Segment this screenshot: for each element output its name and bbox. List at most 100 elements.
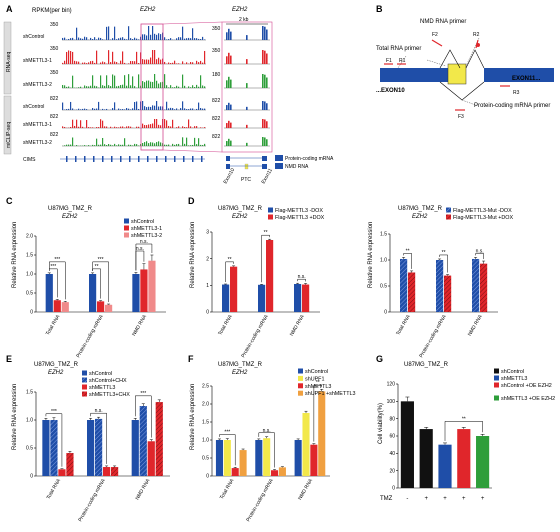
coverage-bar [84,36,86,40]
coverage-bar [170,85,172,88]
coverage-bar [124,109,126,110]
coverage-bar [192,28,194,40]
bar [61,302,69,312]
zoom-track-max: 822 [212,116,221,122]
coverage-bar [98,127,100,128]
bar [97,301,105,312]
zoom-coverage-bar [264,119,266,128]
coverage-bar [130,61,132,64]
coverage-bar [138,63,140,64]
x-tick-label: Protein-coding mRNA [77,477,107,522]
sig-bracket [45,413,63,467]
coverage-bar [170,38,172,40]
coverage-bar [188,109,190,110]
sig-bracket [90,412,107,464]
panel-d1-cell: U87MG_TMZ_R [218,206,263,212]
y-tick-label: 3 [206,230,209,236]
coverage-bar [112,51,114,64]
coverage-bar [116,86,118,88]
coverage-bar [148,80,150,88]
exon-tick [183,156,185,162]
coverage-bar [62,37,64,40]
coverage-bar [104,109,106,110]
coverage-bar [114,61,116,64]
track-max: 350 [50,46,59,52]
panel-d2-ylabel: Relative RNA expression [368,222,374,288]
coverage-bar [196,108,198,110]
exon11-label: Exon11 [261,167,275,185]
coverage-bar [168,108,170,110]
panel-c-ylabel: Relative RNA expression [12,222,18,288]
coverage-bar [146,59,148,64]
coverage-bar [128,63,130,64]
x-tick-label: NMD RNA [297,477,314,501]
coverage-bar [188,86,190,88]
coverage-bar [174,144,176,146]
coverage-bar [174,60,176,64]
coverage-bar [122,37,124,40]
coverage-bar [160,125,162,128]
exon-tick [192,156,194,162]
coverage-bar [144,59,146,64]
rna-seq-bar [3,21,12,95]
coverage-bar [102,120,104,128]
miclip-label: miCLIP-seq [6,122,12,148]
legend-swatch [298,383,303,389]
sig-bracket [313,384,322,442]
coverage-bar [120,37,122,40]
panel-d1-ylabel: Relative RNA expression [190,222,196,288]
coverage-bar [150,81,152,88]
coverage-bar [160,142,162,146]
coverage-bar [116,145,118,146]
coverage-bar [68,38,70,40]
y-tick-label: 80 [389,416,395,422]
coverage-bar [158,33,160,40]
coverage-bar [146,35,148,40]
coverage-bar [184,108,186,110]
coverage-bar [98,87,100,88]
panel-c-letter: C [6,196,13,206]
coverage-bar [100,75,102,88]
coverage-bar [80,86,82,88]
coverage-bar [156,142,158,146]
miclip-bar [3,95,12,155]
coverage-bar [122,144,124,146]
rpkm-label: RPKM(per bin) [32,8,72,14]
bar [310,444,318,476]
zoom-connector [162,21,223,25]
rna-seq-label: RNA-seq [6,51,12,72]
zoom-coverage-bar [228,52,230,64]
sig-bracket [92,261,109,303]
coverage-bar [62,62,64,64]
coverage-bar [200,39,202,40]
sig-bracket [403,253,412,269]
primer-f1: F1 [386,58,392,64]
sig-bracket [219,434,236,466]
panel-e-ylabel: Relative RNA expression [12,384,18,450]
y-tick-label: 0 [392,486,395,492]
coverage-bar [172,62,174,64]
legend-swatch [82,377,87,383]
bar [155,402,163,476]
coverage-bar [148,143,150,146]
legend-swatch [494,395,499,401]
coverage-bar [196,60,198,64]
exon-tick [156,156,158,162]
coverage-bar [136,38,138,40]
bar [140,269,148,312]
coverage-bar [94,37,96,40]
zoom-coverage-bar [266,139,268,146]
coverage-bar [82,38,84,40]
exon-tick [201,156,203,162]
coverage-bar [116,127,118,128]
coverage-bar [154,74,156,88]
bar [266,240,274,312]
y-tick-label: 0 [384,310,387,316]
coverage-bar [68,50,70,64]
zoom-coverage-bar [226,56,228,64]
coverage-bar [158,57,160,64]
bar [278,467,286,476]
coverage-bar [178,63,180,64]
coverage-bar [82,108,84,110]
coverage-bar [74,125,76,128]
